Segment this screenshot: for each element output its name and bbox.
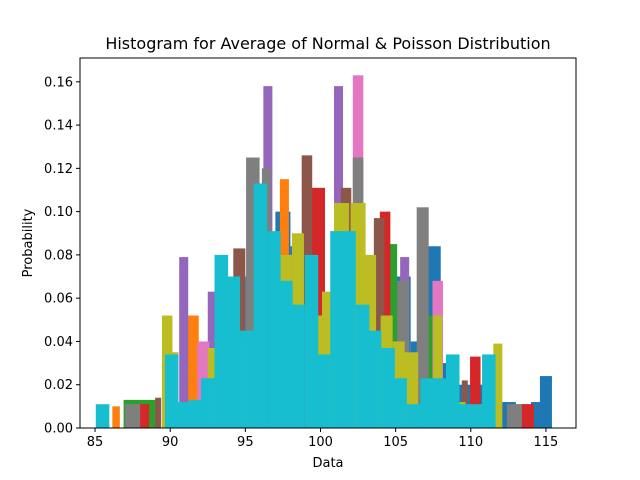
bar-s9-26: [482, 354, 496, 428]
bar-s8-15: [493, 343, 503, 428]
bar-s0-21: [539, 376, 552, 428]
y-tick-label-5: 0.10: [44, 205, 73, 220]
bar-s9-4: [200, 378, 215, 428]
bar-s9-9: [267, 231, 281, 428]
bars-layer: [95, 75, 552, 428]
y-axis-label: Probability: [21, 208, 36, 277]
x-tick-label-4: 105: [383, 435, 408, 450]
bar-s9-7: [240, 330, 254, 428]
y-tick-label-6: 0.12: [44, 162, 73, 177]
bar-s9-12: [304, 254, 319, 428]
bar-s9-17: [367, 330, 382, 428]
bar-s9-25: [470, 404, 484, 428]
bar-s9-18: [381, 347, 395, 428]
bar-s4-0: [179, 257, 189, 428]
y-tick-label-3: 0.06: [44, 292, 73, 307]
bar-s3-0: [140, 404, 150, 428]
bar-s5-4: [373, 218, 385, 428]
x-tick-label-3: 100: [308, 435, 333, 450]
bar-s9-13: [316, 354, 331, 428]
bar-s7-0: [125, 404, 141, 428]
y-tick-label-1: 0.02: [44, 378, 73, 393]
bar-s9-21: [420, 378, 434, 428]
bar-s9-8: [253, 183, 268, 428]
x-tick-label-2: 95: [237, 435, 254, 450]
x-tick-label-5: 110: [458, 435, 483, 450]
bar-s9-3: [188, 399, 203, 428]
bar-s3-4: [521, 404, 534, 428]
bar-s3-3: [470, 356, 481, 428]
bar-s8-13: [433, 315, 443, 428]
bar-s9-19: [393, 378, 407, 428]
y-tick-label-0: 0.00: [44, 422, 73, 437]
bar-s1-0: [112, 406, 120, 428]
plot-frame: [79, 57, 577, 429]
bar-s7-5: [416, 207, 429, 428]
y-tick-label-8: 0.16: [44, 75, 73, 90]
x-axis-label: Data: [312, 456, 343, 471]
bar-s2-2: [388, 244, 398, 428]
y-tick-label-4: 0.08: [44, 248, 73, 263]
bar-s9-5: [214, 254, 229, 428]
bar-s2-3: [427, 315, 437, 428]
bar-s9-11: [291, 304, 305, 428]
bar-s9-16: [355, 304, 370, 428]
bar-s9-22: [432, 378, 446, 428]
bar-s9-14: [330, 231, 344, 428]
chart-title: Histogram for Average of Normal & Poisso…: [105, 34, 550, 53]
bar-s9-6: [226, 276, 241, 428]
bar-s9-23: [445, 354, 460, 428]
bar-s9-10: [279, 280, 293, 428]
bar-s7-6: [506, 404, 522, 428]
bar-s9-1: [164, 354, 179, 428]
x-tick-label-6: 115: [534, 435, 559, 450]
x-tick-label-0: 85: [87, 435, 104, 450]
bar-s9-20: [406, 404, 421, 428]
bar-s9-0: [95, 404, 110, 428]
y-tick-label-7: 0.14: [44, 119, 73, 134]
x-tick-label-1: 90: [162, 435, 179, 450]
x-axis: 85 90 95 100 105 110 115: [87, 428, 559, 450]
y-axis: 0.00 0.02 0.04 0.06 0.08 0.10 0.12 0.14 0.16: [44, 75, 80, 437]
bar-s5-0: [155, 397, 162, 428]
bar-s9-2: [176, 402, 191, 428]
bar-s9-24: [458, 404, 472, 428]
bar-s9-15: [342, 231, 356, 428]
y-tick-label-2: 0.04: [44, 335, 73, 350]
